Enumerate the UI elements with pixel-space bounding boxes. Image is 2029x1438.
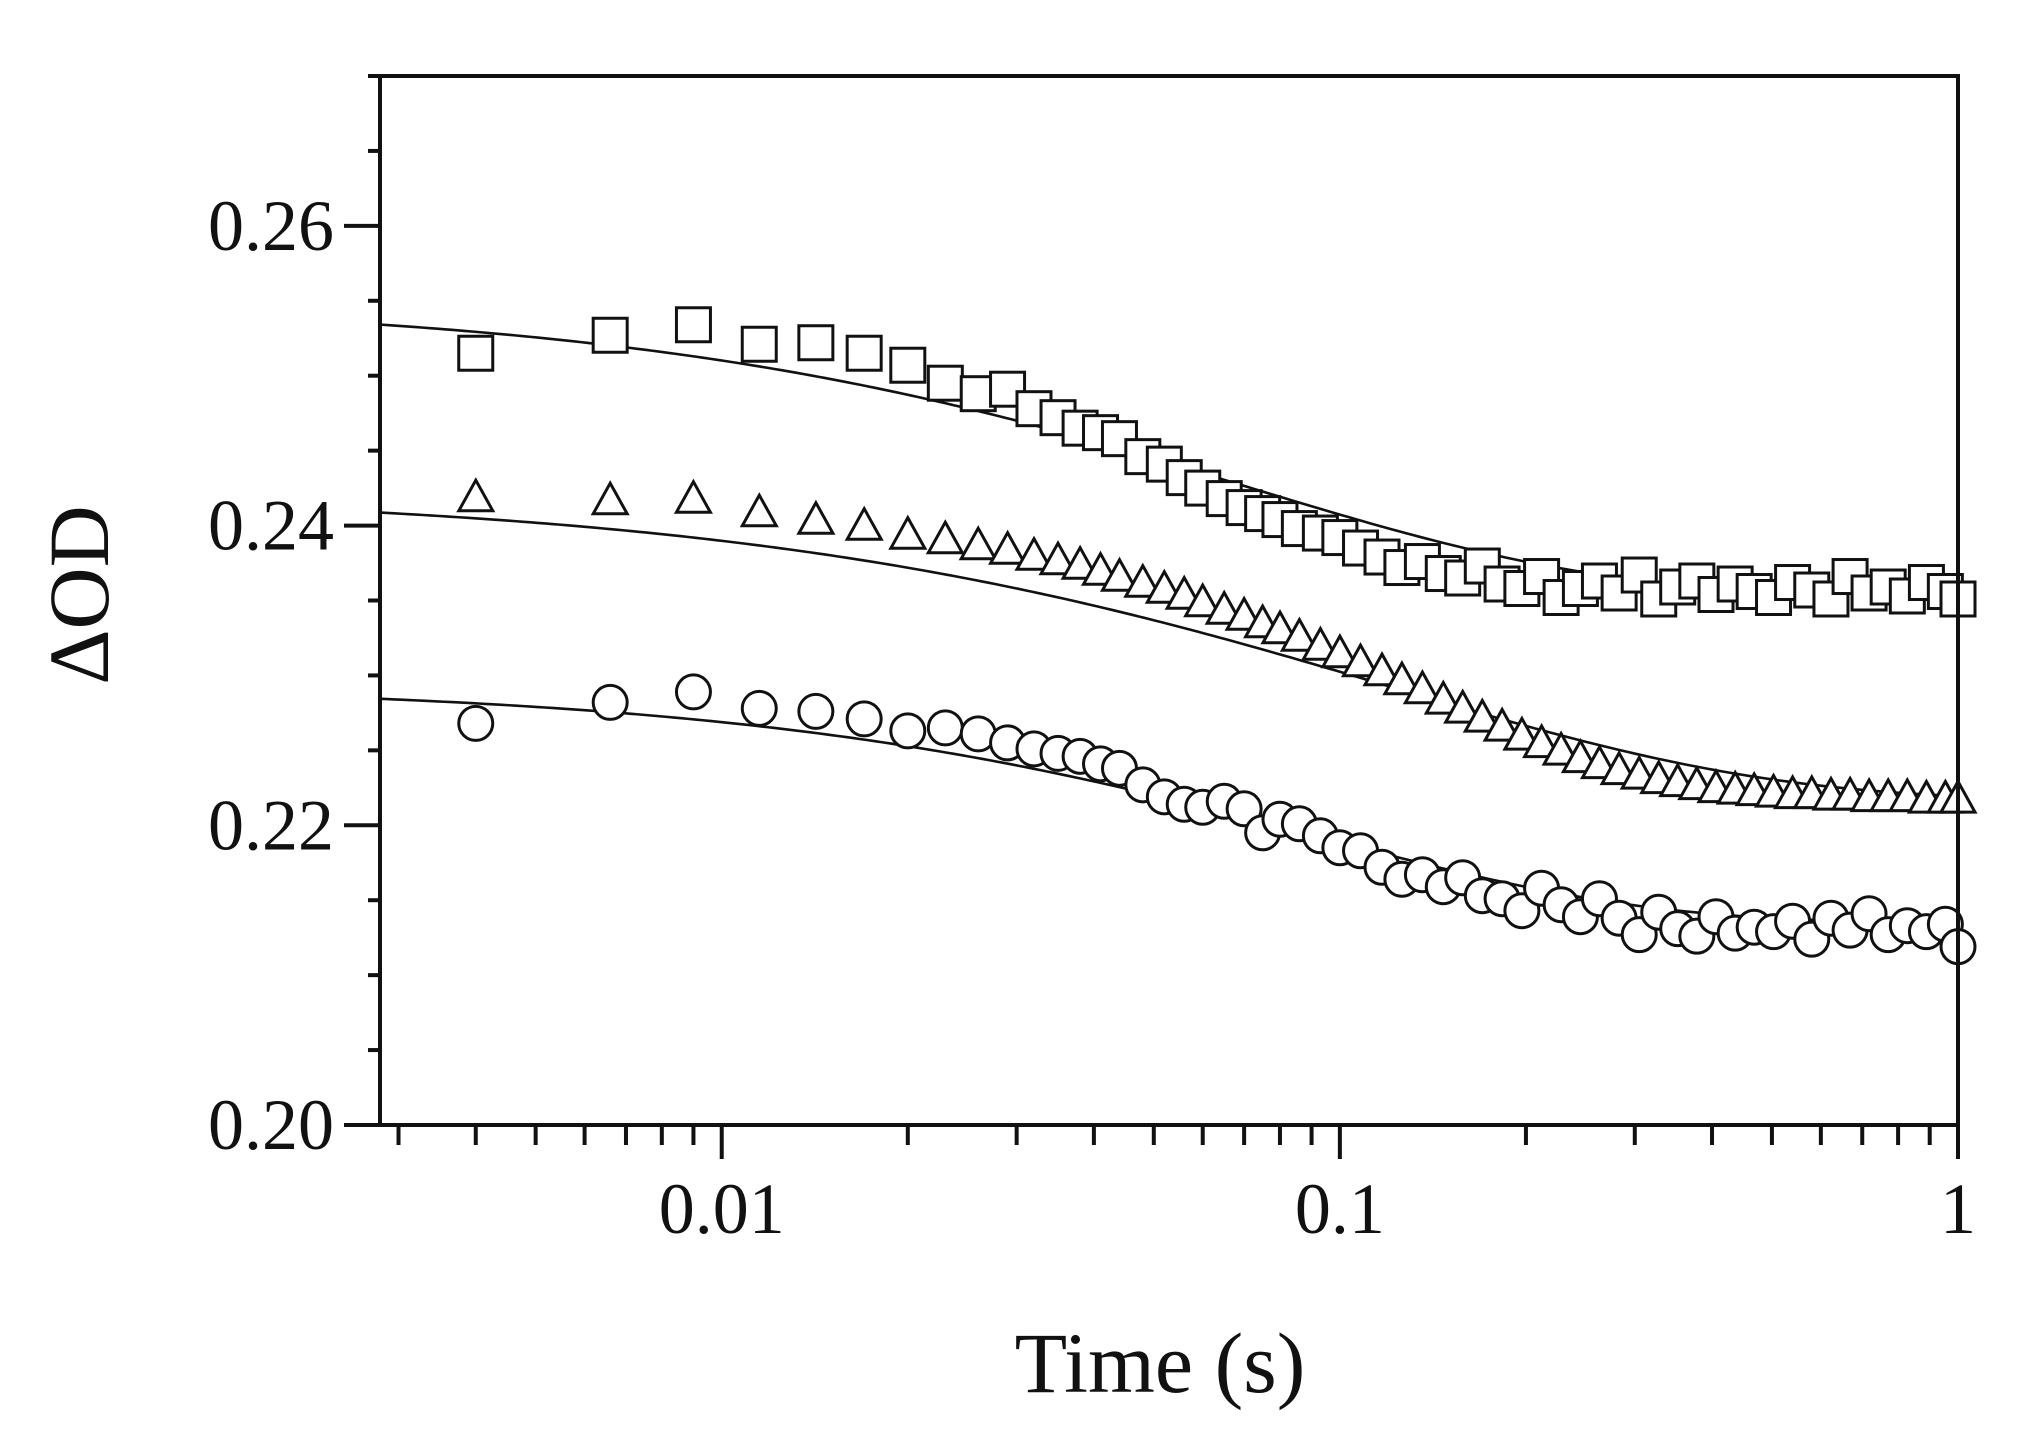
triangle-point — [1423, 679, 1463, 715]
triangle-point — [739, 492, 779, 528]
triangle-point — [1260, 609, 1300, 645]
square-point — [457, 334, 495, 372]
triangle-point — [888, 514, 928, 550]
square-point — [926, 364, 964, 402]
square-point — [674, 306, 712, 344]
triangle-point — [1060, 544, 1100, 580]
x-axis-title: Time (s) — [1015, 1315, 1306, 1411]
circle-point — [457, 704, 495, 742]
triangle-point — [1320, 633, 1360, 669]
x-tick-label: 0.1 — [1295, 1169, 1385, 1249]
circle-point — [591, 683, 629, 721]
triangle-point — [1279, 616, 1319, 652]
axes: 0.20 0.22 0.24 0.26 0.01 0.1 1 — [208, 74, 1976, 1249]
triangle-point — [1038, 540, 1078, 576]
triangle-point — [1014, 535, 1054, 571]
triangle-point — [1462, 697, 1502, 733]
series-circles — [457, 673, 1977, 966]
x-tick-label: 1 — [1940, 1169, 1976, 1249]
triangle-point — [1541, 730, 1581, 766]
triangle-point — [958, 525, 998, 561]
triangle-point — [1382, 660, 1422, 696]
circle-point — [797, 692, 835, 730]
square-point — [889, 346, 927, 384]
series-triangles — [456, 477, 1978, 814]
triangle-point — [1443, 688, 1483, 724]
triangle-point — [1402, 669, 1442, 705]
circle-point — [740, 689, 778, 727]
triangle-point — [796, 499, 836, 535]
triangle-point — [590, 480, 630, 516]
y-axis-title: ΔOD — [31, 505, 127, 685]
triangle-point — [1099, 556, 1140, 592]
square-point — [797, 324, 835, 362]
triangle-point — [844, 505, 884, 541]
fit-line-triangles — [379, 511, 1959, 798]
triangle-point — [1362, 651, 1402, 687]
y-tick-label: 0.20 — [208, 1085, 334, 1165]
square-point — [591, 316, 629, 354]
triangle-point — [1340, 642, 1381, 678]
y-tick-label: 0.22 — [208, 785, 334, 865]
triangle-point — [988, 529, 1028, 565]
square-point — [845, 334, 883, 372]
square-point — [740, 325, 778, 363]
triangle-point — [673, 478, 713, 514]
triangle-point — [456, 477, 496, 513]
triangle-point — [1522, 722, 1562, 759]
circle-point — [845, 700, 883, 738]
triangle-point — [1482, 706, 1522, 742]
triangle-point — [1144, 568, 1184, 604]
circle-point — [674, 673, 712, 711]
y-tick-label: 0.24 — [208, 486, 334, 566]
triangle-point — [1183, 582, 1223, 618]
triangle-point — [925, 519, 965, 555]
triangle-point — [1204, 589, 1244, 625]
circle-point — [926, 709, 964, 747]
x-tick-label: 0.01 — [659, 1169, 785, 1249]
axis-labels: Time (s) ΔOD — [31, 505, 1305, 1411]
fit-lines — [379, 323, 1959, 924]
triangle-point — [1502, 715, 1542, 751]
circle-point — [889, 712, 927, 750]
triangle-point — [1300, 625, 1340, 661]
y-tick-label: 0.26 — [208, 186, 334, 266]
triangle-point — [1123, 562, 1163, 598]
